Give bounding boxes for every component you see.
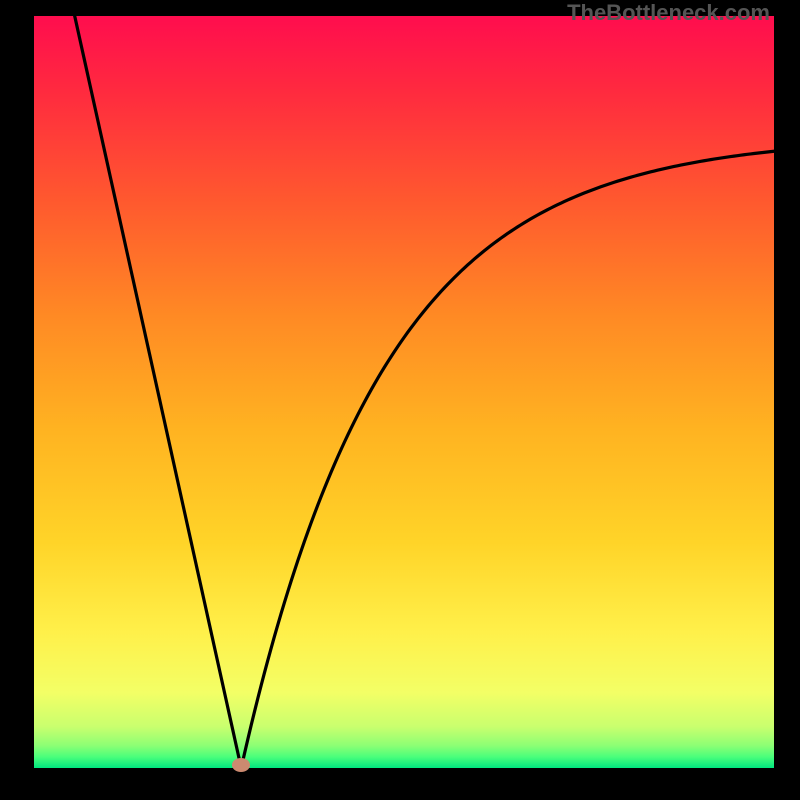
plot-area — [34, 16, 774, 768]
chart-frame: TheBottleneck.com — [0, 0, 800, 800]
watermark-text: TheBottleneck.com — [567, 0, 770, 26]
bottleneck-curve-path — [75, 16, 774, 768]
minimum-marker — [232, 758, 250, 772]
bottleneck-curve — [34, 16, 774, 768]
